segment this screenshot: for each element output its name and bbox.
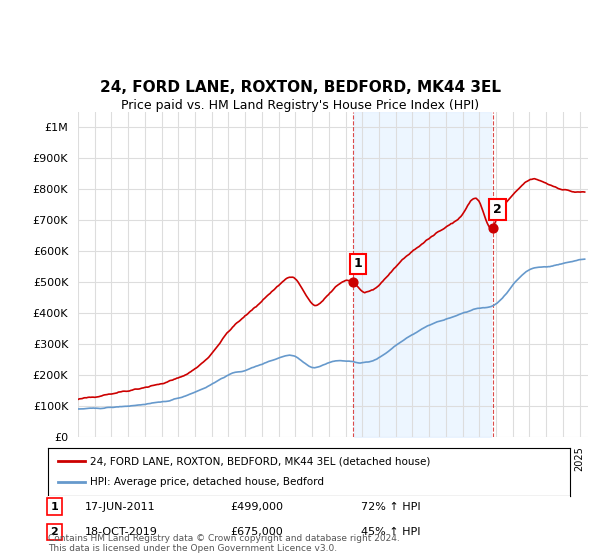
Point — [349, 278, 358, 287]
Text: 45% ↑ HPI: 45% ↑ HPI — [361, 527, 421, 537]
Text: 72% ↑ HPI: 72% ↑ HPI — [361, 502, 421, 512]
Text: £675,000: £675,000 — [230, 527, 283, 537]
Point — [488, 223, 497, 232]
Text: 1: 1 — [354, 258, 362, 270]
Text: 24, FORD LANE, ROXTON, BEDFORD, MK44 3EL (detached house): 24, FORD LANE, ROXTON, BEDFORD, MK44 3EL… — [90, 456, 430, 466]
Text: HPI: Average price, detached house, Bedford: HPI: Average price, detached house, Bedf… — [90, 477, 324, 487]
Text: 24, FORD LANE, ROXTON, BEDFORD, MK44 3EL: 24, FORD LANE, ROXTON, BEDFORD, MK44 3EL — [100, 80, 500, 95]
Text: 2: 2 — [493, 203, 502, 216]
Text: 17-JUN-2011: 17-JUN-2011 — [85, 502, 155, 512]
Text: Price paid vs. HM Land Registry's House Price Index (HPI): Price paid vs. HM Land Registry's House … — [121, 99, 479, 112]
Text: 1: 1 — [50, 502, 58, 512]
Text: £499,000: £499,000 — [230, 502, 284, 512]
Text: 18-OCT-2019: 18-OCT-2019 — [85, 527, 157, 537]
Text: 2: 2 — [50, 527, 58, 537]
Text: Contains HM Land Registry data © Crown copyright and database right 2024.
This d: Contains HM Land Registry data © Crown c… — [48, 534, 400, 553]
